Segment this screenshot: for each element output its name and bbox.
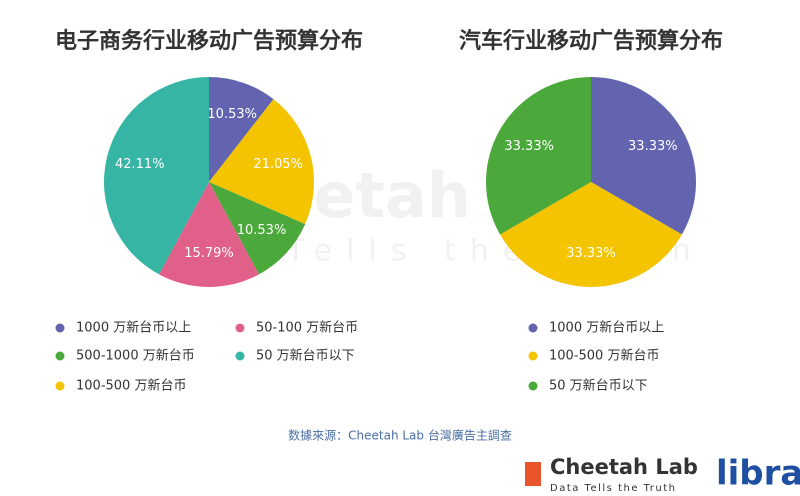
legend-label: 100-500 万新台币 — [76, 378, 186, 394]
legend-marker — [235, 323, 245, 333]
pie-slice — [159, 182, 259, 288]
pie-slice — [103, 77, 209, 275]
data-label: 33.33% — [628, 139, 678, 154]
data-label: 15.79% — [184, 246, 234, 261]
legend-label: 50-100 万新台币 — [256, 320, 358, 336]
data-label: 10.53% — [237, 223, 287, 238]
data-label: 33.33% — [504, 139, 554, 154]
logo-icon — [525, 462, 541, 486]
source: 数據來源：Cheetah Lab 台灣廣告主調查 — [288, 428, 512, 443]
legend-label: 50 万新台币以下 — [256, 348, 355, 364]
legend-marker — [528, 351, 538, 361]
pie-slice — [500, 182, 682, 287]
legend-marker — [528, 381, 538, 391]
logo-brand: libra — [716, 454, 800, 494]
legend-marker — [55, 351, 65, 361]
chart-title: 汽车行业移动广告预算分布 — [459, 28, 723, 54]
legend-marker — [55, 323, 65, 333]
data-label: 33.33% — [566, 246, 616, 261]
logo-tagline: Data Tells the Truth — [550, 483, 677, 494]
legend-marker — [528, 323, 538, 333]
data-label: 21.05% — [253, 157, 303, 172]
legend-marker — [55, 381, 65, 391]
pie-slice — [485, 77, 591, 235]
logo-name: Cheetah Lab — [550, 455, 698, 479]
pie-slice — [209, 77, 274, 182]
legend-marker — [235, 351, 245, 361]
chart-title: 电子商务行业移动广告预算分布 — [55, 28, 363, 54]
pie-slice — [209, 99, 314, 225]
pie-slice — [209, 182, 306, 275]
data-label: 10.53% — [207, 107, 257, 122]
legend-label: 50 万新台币以下 — [549, 378, 648, 394]
legend-label: 1000 万新台币以上 — [549, 320, 664, 336]
legend-label: 500-1000 万新台币 — [76, 348, 195, 364]
pie-slice — [591, 77, 696, 235]
data-label: 42.11% — [115, 157, 165, 172]
legend-label: 100-500 万新台币 — [549, 348, 659, 364]
legend-label: 1000 万新台币以上 — [76, 320, 191, 336]
